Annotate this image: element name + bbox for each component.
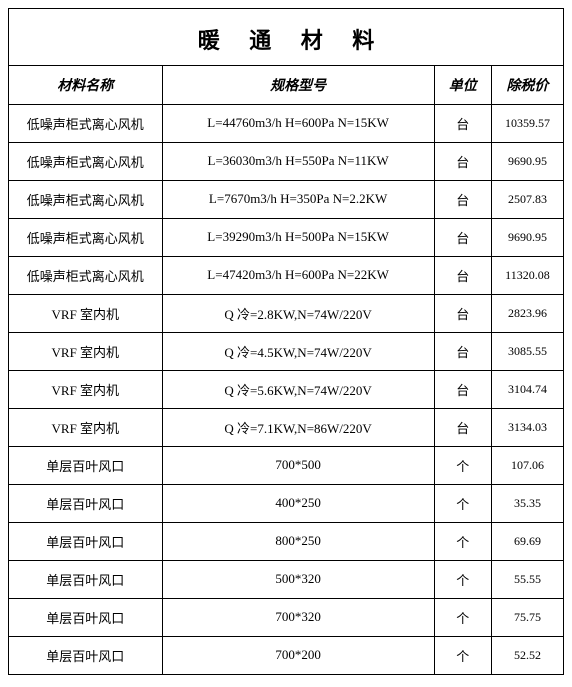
table-row: VRF 室内机Q 冷=2.8KW,N=74W/220V台2823.96	[9, 294, 563, 332]
table-cell: 75.75	[491, 598, 563, 636]
table-row: 单层百叶风口800*250个69.69	[9, 522, 563, 560]
table-cell: 2507.83	[491, 180, 563, 218]
table-cell: 个	[434, 598, 491, 636]
table-cell: VRF 室内机	[9, 294, 162, 332]
table-cell: 3104.74	[491, 370, 563, 408]
table-cell: Q 冷=5.6KW,N=74W/220V	[162, 370, 434, 408]
table-cell: 3134.03	[491, 408, 563, 446]
table-cell: 个	[434, 560, 491, 598]
table-cell: Q 冷=7.1KW,N=86W/220V	[162, 408, 434, 446]
table-cell: 单层百叶风口	[9, 560, 162, 598]
table-cell: VRF 室内机	[9, 370, 162, 408]
table-cell: L=7670m3/h H=350Pa N=2.2KW	[162, 180, 434, 218]
table-body: 低噪声柜式离心风机L=44760m3/h H=600Pa N=15KW台1035…	[9, 104, 563, 674]
header-price: 除税价	[491, 66, 563, 104]
table-cell: 台	[434, 408, 491, 446]
table-cell: Q 冷=2.8KW,N=74W/220V	[162, 294, 434, 332]
table-row: VRF 室内机Q 冷=5.6KW,N=74W/220V台3104.74	[9, 370, 563, 408]
table-cell: L=44760m3/h H=600Pa N=15KW	[162, 104, 434, 142]
header-name: 材料名称	[9, 66, 162, 104]
table-cell: 台	[434, 370, 491, 408]
table-row: 低噪声柜式离心风机L=7670m3/h H=350Pa N=2.2KW台2507…	[9, 180, 563, 218]
table-cell: 52.52	[491, 636, 563, 674]
table-cell: 单层百叶风口	[9, 598, 162, 636]
table-cell: 10359.57	[491, 104, 563, 142]
table-cell: 700*500	[162, 446, 434, 484]
table-row: 单层百叶风口700*200个52.52	[9, 636, 563, 674]
table-cell: 个	[434, 446, 491, 484]
table-cell: 35.35	[491, 484, 563, 522]
table-cell: 个	[434, 522, 491, 560]
table-cell: 800*250	[162, 522, 434, 560]
table-row: 低噪声柜式离心风机L=44760m3/h H=600Pa N=15KW台1035…	[9, 104, 563, 142]
table-cell: 单层百叶风口	[9, 484, 162, 522]
table-cell: 台	[434, 332, 491, 370]
table-cell: 低噪声柜式离心风机	[9, 104, 162, 142]
table-cell: 3085.55	[491, 332, 563, 370]
table-cell: VRF 室内机	[9, 408, 162, 446]
table-cell: 400*250	[162, 484, 434, 522]
table-cell: 9690.95	[491, 142, 563, 180]
table-row: 单层百叶风口700*320个75.75	[9, 598, 563, 636]
table-cell: 台	[434, 294, 491, 332]
table-cell: 单层百叶风口	[9, 522, 162, 560]
table-cell: Q 冷=4.5KW,N=74W/220V	[162, 332, 434, 370]
table-row: 低噪声柜式离心风机L=39290m3/h H=500Pa N=15KW台9690…	[9, 218, 563, 256]
page-title: 暖 通 材 料	[9, 9, 563, 66]
table-row: 单层百叶风口500*320个55.55	[9, 560, 563, 598]
table-row: 单层百叶风口400*250个35.35	[9, 484, 563, 522]
table-cell: 单层百叶风口	[9, 636, 162, 674]
header-unit: 单位	[434, 66, 491, 104]
table-cell: 低噪声柜式离心风机	[9, 142, 162, 180]
table-cell: L=39290m3/h H=500Pa N=15KW	[162, 218, 434, 256]
table-row: 低噪声柜式离心风机L=47420m3/h H=600Pa N=22KW台1132…	[9, 256, 563, 294]
table-cell: 台	[434, 218, 491, 256]
table-cell: 2823.96	[491, 294, 563, 332]
table-cell: 低噪声柜式离心风机	[9, 256, 162, 294]
table-cell: 低噪声柜式离心风机	[9, 218, 162, 256]
table-cell: 9690.95	[491, 218, 563, 256]
table-row: 低噪声柜式离心风机L=36030m3/h H=550Pa N=11KW台9690…	[9, 142, 563, 180]
table-cell: VRF 室内机	[9, 332, 162, 370]
table-container: 暖 通 材 料 材料名称 规格型号 单位 除税价 低噪声柜式离心风机L=4476…	[8, 8, 564, 675]
table-cell: 台	[434, 104, 491, 142]
header-spec: 规格型号	[162, 66, 434, 104]
table-cell: 69.69	[491, 522, 563, 560]
materials-table: 材料名称 规格型号 单位 除税价 低噪声柜式离心风机L=44760m3/h H=…	[9, 66, 563, 674]
table-cell: L=36030m3/h H=550Pa N=11KW	[162, 142, 434, 180]
table-cell: 台	[434, 142, 491, 180]
table-cell: 低噪声柜式离心风机	[9, 180, 162, 218]
table-cell: 700*320	[162, 598, 434, 636]
table-cell: 台	[434, 180, 491, 218]
table-cell: 11320.08	[491, 256, 563, 294]
table-cell: 个	[434, 636, 491, 674]
table-cell: 107.06	[491, 446, 563, 484]
table-cell: 单层百叶风口	[9, 446, 162, 484]
table-row: 单层百叶风口700*500个107.06	[9, 446, 563, 484]
table-cell: 700*200	[162, 636, 434, 674]
table-row: VRF 室内机Q 冷=4.5KW,N=74W/220V台3085.55	[9, 332, 563, 370]
table-cell: 台	[434, 256, 491, 294]
table-cell: 个	[434, 484, 491, 522]
table-row: VRF 室内机Q 冷=7.1KW,N=86W/220V台3134.03	[9, 408, 563, 446]
table-cell: 55.55	[491, 560, 563, 598]
table-header-row: 材料名称 规格型号 单位 除税价	[9, 66, 563, 104]
table-cell: 500*320	[162, 560, 434, 598]
table-cell: L=47420m3/h H=600Pa N=22KW	[162, 256, 434, 294]
